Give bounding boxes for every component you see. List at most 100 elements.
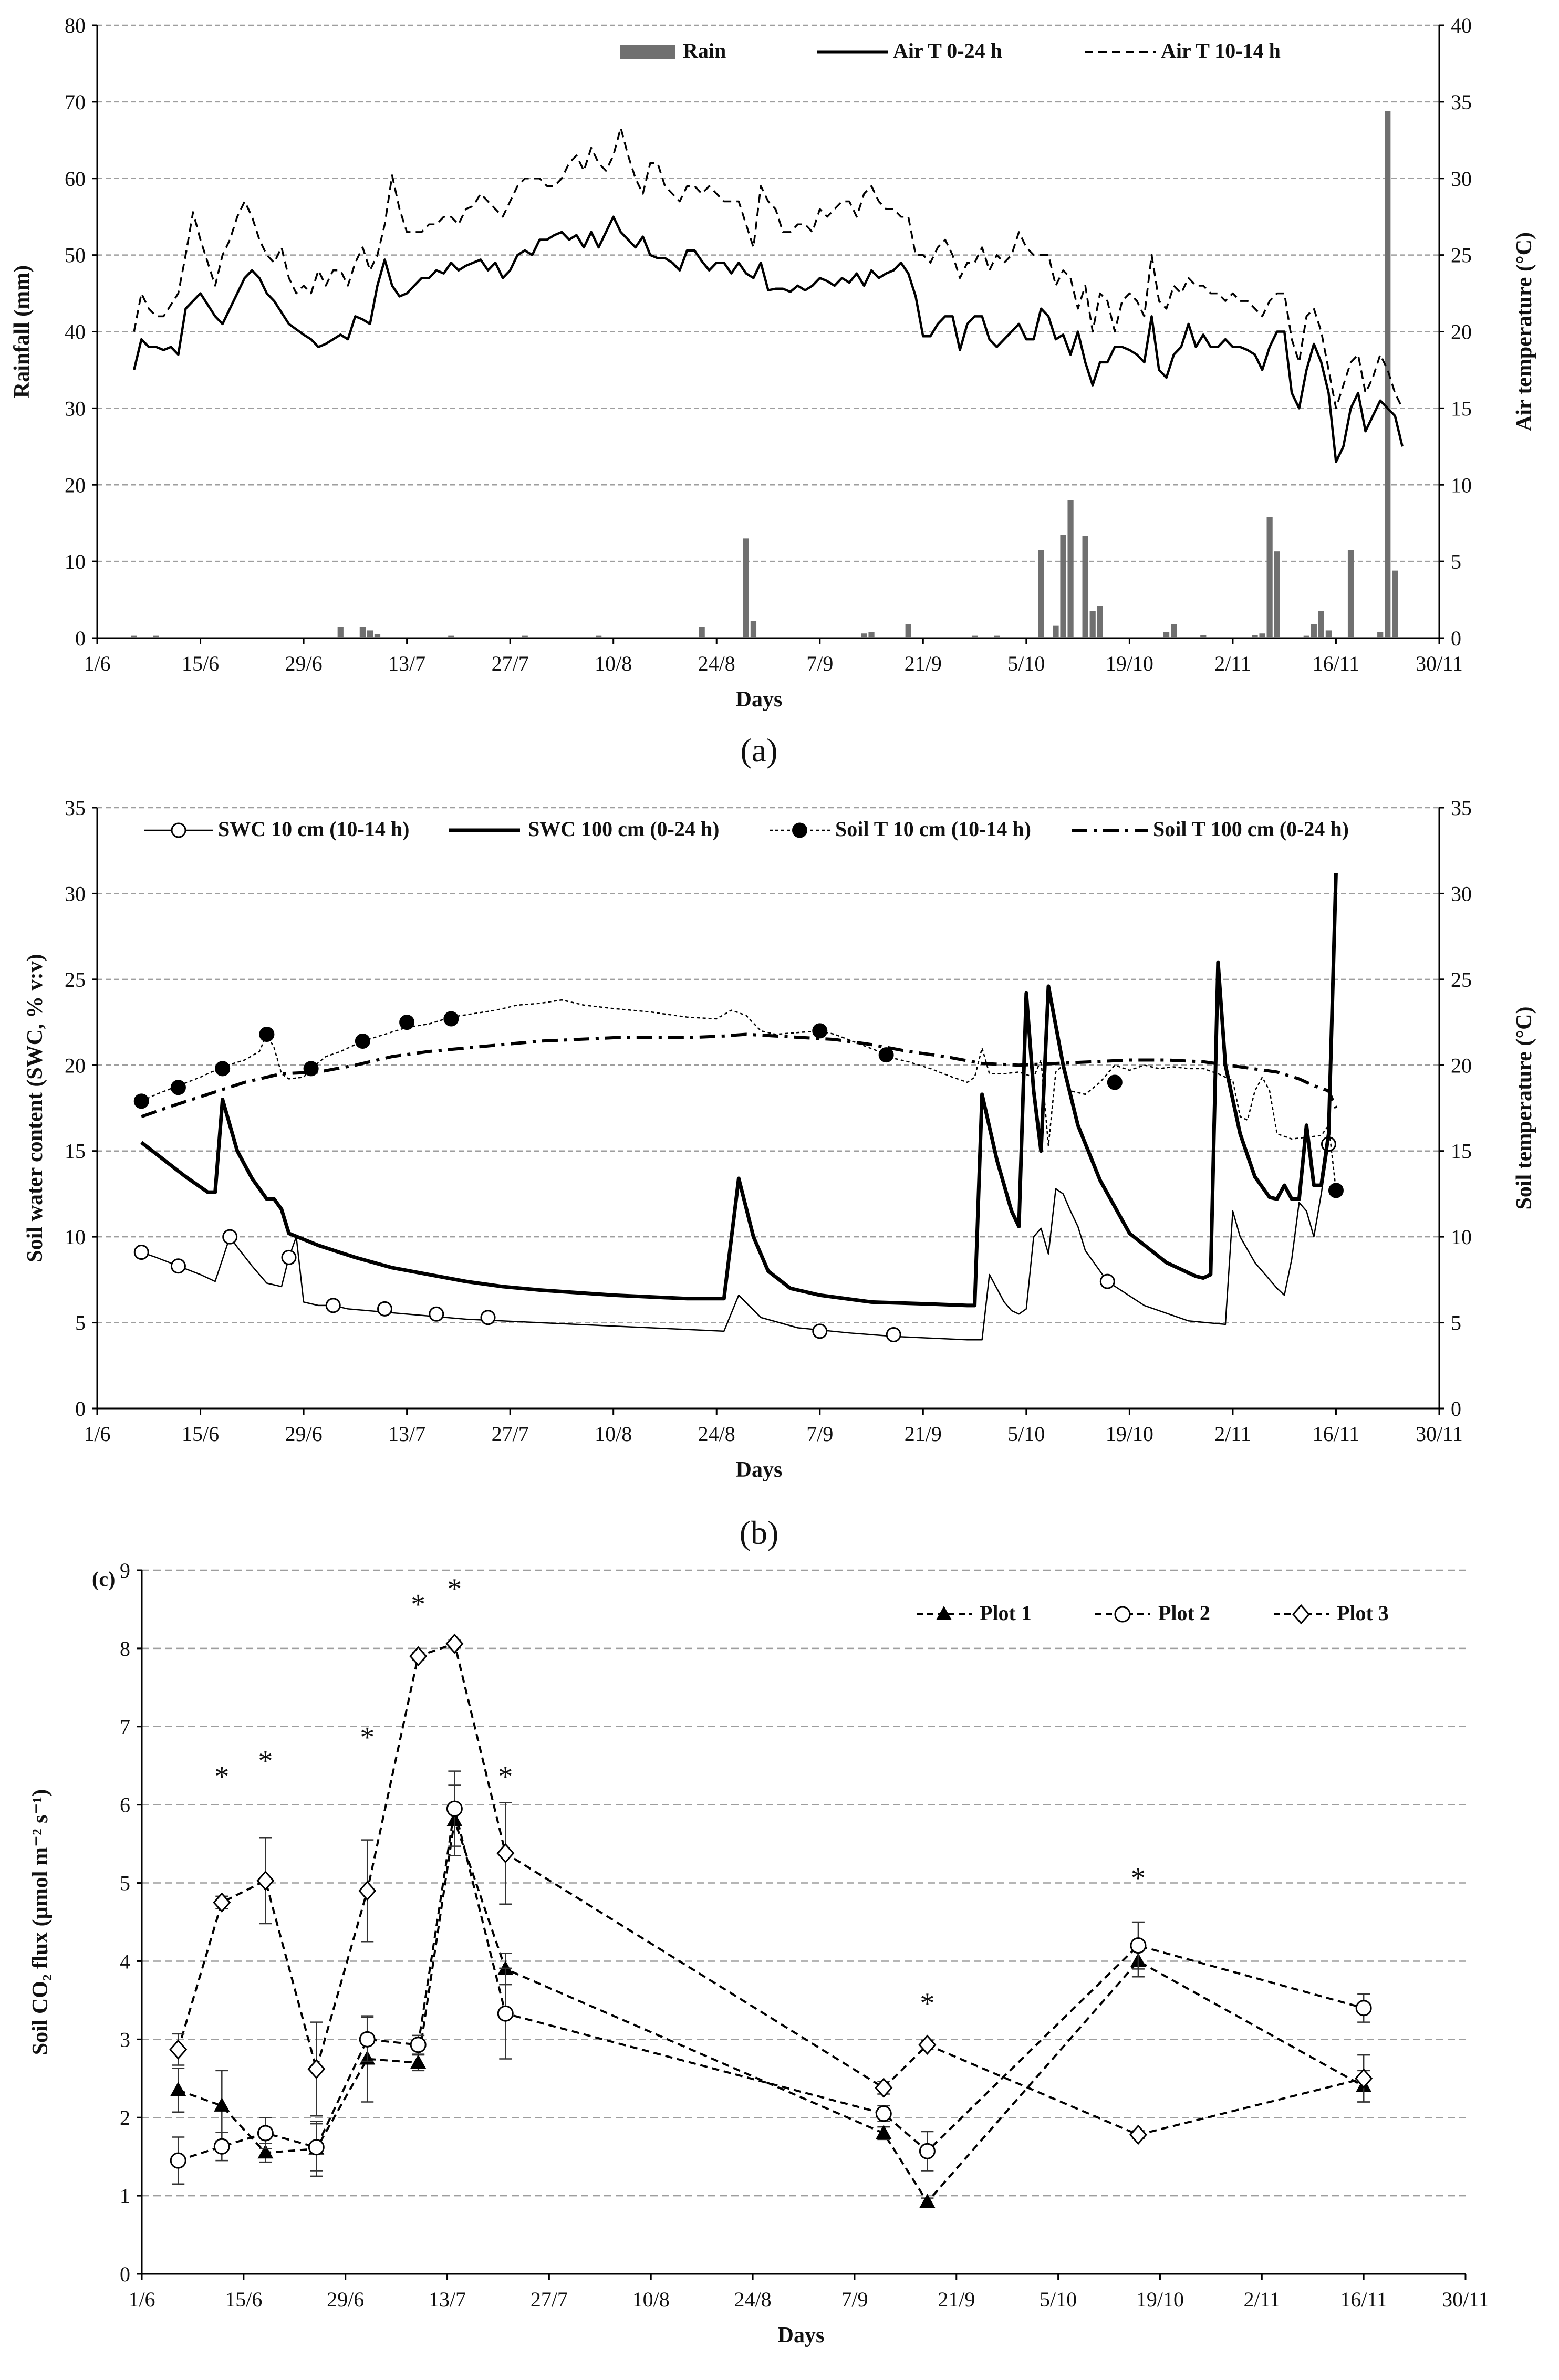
x-tick-label: 19/10 bbox=[1106, 652, 1153, 675]
rain-bar bbox=[699, 627, 705, 638]
rain-bar bbox=[1163, 632, 1170, 638]
x-tick-label: 29/6 bbox=[285, 652, 323, 675]
data-point-triangle bbox=[170, 2082, 186, 2096]
series-line-thin-open bbox=[141, 1144, 1329, 1341]
rain-bar bbox=[1266, 517, 1273, 638]
y2-tick-label: 40 bbox=[1451, 14, 1472, 37]
significance-star: * bbox=[1131, 1862, 1146, 1895]
y2-tick-label: 25 bbox=[1451, 244, 1472, 267]
y-tick-label: 7 bbox=[120, 1715, 130, 1739]
rain-bar bbox=[1318, 611, 1324, 638]
data-point-triangle bbox=[919, 2194, 936, 2208]
soil-temp-marker bbox=[1107, 1074, 1123, 1090]
x-tick-label: 10/8 bbox=[595, 652, 632, 675]
y-tick-label: 80 bbox=[65, 14, 86, 37]
rain-bar bbox=[1252, 635, 1258, 638]
data-point-diamond bbox=[256, 1870, 275, 1891]
legend-marker bbox=[792, 822, 807, 838]
legend-label: Air T 10-14 h bbox=[1161, 39, 1281, 62]
x-tick-label: 7/9 bbox=[806, 1422, 833, 1446]
y-tick-label: 70 bbox=[65, 90, 86, 114]
x-tick-label: 30/11 bbox=[1416, 652, 1463, 675]
data-point-circle bbox=[497, 2005, 514, 2022]
rain-bar bbox=[868, 632, 875, 638]
x-tick-label: 27/7 bbox=[531, 2288, 568, 2311]
x-tick-label: 1/6 bbox=[84, 652, 110, 675]
data-point-circle bbox=[308, 2139, 325, 2156]
y2-tick-label: 30 bbox=[1451, 167, 1472, 191]
y-tick-label: 40 bbox=[65, 320, 86, 344]
rain-bar bbox=[1274, 551, 1280, 638]
rain-bar bbox=[1171, 624, 1177, 638]
x-tick-label: 15/6 bbox=[182, 652, 219, 675]
x-tick-label: 16/11 bbox=[1313, 1422, 1360, 1446]
x-tick-label: 13/7 bbox=[429, 2288, 466, 2311]
y2-tick-label: 20 bbox=[1451, 320, 1472, 344]
swc-marker bbox=[812, 1323, 828, 1339]
rain-bar bbox=[1303, 635, 1309, 638]
rain-bar bbox=[1053, 625, 1059, 638]
rain-bar bbox=[743, 538, 749, 638]
data-point-diamond bbox=[358, 1881, 377, 1901]
soil-temp-marker bbox=[133, 1093, 149, 1109]
swc-marker bbox=[886, 1327, 901, 1342]
y2-tick-label: 35 bbox=[1451, 90, 1472, 114]
panel-label: (b) bbox=[740, 1514, 779, 1551]
legend-label: Soil T 10 cm (10-14 h) bbox=[835, 817, 1031, 841]
x-tick-label: 30/11 bbox=[1416, 1422, 1463, 1446]
y2-tick-label: 10 bbox=[1451, 1225, 1472, 1249]
rain-bar bbox=[1200, 635, 1207, 638]
rain-bar bbox=[1347, 550, 1354, 638]
y-tick-label: 0 bbox=[120, 2262, 130, 2286]
x-tick-label: 2/11 bbox=[1214, 1422, 1251, 1446]
rain-bar bbox=[448, 635, 454, 638]
data-point-circle bbox=[170, 2152, 186, 2169]
rain-bar bbox=[1392, 570, 1398, 638]
y2-tick-label: 5 bbox=[1451, 550, 1461, 573]
significance-star: * bbox=[447, 1573, 462, 1605]
legend-label: Plot 3 bbox=[1337, 1601, 1389, 1625]
rain-bar bbox=[1067, 500, 1074, 638]
data-point-triangle bbox=[410, 2054, 427, 2069]
swc-marker bbox=[480, 1310, 496, 1325]
y2-axis-title: Air temperature (°C) bbox=[1512, 232, 1536, 431]
swc-marker bbox=[377, 1301, 392, 1317]
data-point-diamond bbox=[169, 2039, 188, 2060]
rain-bar bbox=[596, 635, 602, 638]
y-tick-label: 20 bbox=[65, 473, 86, 497]
x-tick-label: 29/6 bbox=[327, 2288, 364, 2311]
y-tick-label: 3 bbox=[120, 2028, 130, 2051]
x-tick-label: 24/8 bbox=[734, 2288, 772, 2311]
y2-tick-label: 10 bbox=[1451, 473, 1472, 497]
data-point-diamond bbox=[875, 2078, 893, 2098]
data-point-diamond bbox=[213, 1892, 231, 1913]
significance-star: * bbox=[411, 1589, 425, 1621]
data-point-diamond bbox=[307, 2059, 326, 2080]
x-tick-label: 27/7 bbox=[492, 652, 529, 675]
significance-star: * bbox=[214, 1760, 229, 1793]
x-tick-label: 13/7 bbox=[388, 652, 425, 675]
series-line-dashdot bbox=[141, 1032, 1338, 1119]
panel-label: (a) bbox=[740, 732, 777, 769]
air-temp-daily-line bbox=[133, 215, 1404, 463]
legend-label: Plot 1 bbox=[980, 1601, 1032, 1625]
series-line-diamond bbox=[177, 1642, 1364, 2136]
series-line-dotted-filled bbox=[141, 999, 1337, 1191]
x-tick-label: 27/7 bbox=[492, 1422, 529, 1446]
y-tick-label: 15 bbox=[65, 1140, 86, 1163]
series-line-triangle bbox=[178, 1820, 1365, 2204]
panel-label: (c) bbox=[92, 1567, 115, 1591]
x-axis-title: Days bbox=[778, 2323, 825, 2347]
x-tick-label: 5/10 bbox=[1007, 652, 1045, 675]
y-tick-label: 6 bbox=[120, 1793, 130, 1817]
y2-tick-label: 25 bbox=[1451, 968, 1472, 991]
y2-tick-label: 5 bbox=[1451, 1311, 1461, 1335]
y2-tick-label: 0 bbox=[1451, 627, 1461, 650]
y2-tick-label: 15 bbox=[1451, 396, 1472, 420]
rain-bar bbox=[337, 627, 344, 638]
y2-axis-title: Soil temperature (°C) bbox=[1512, 1007, 1536, 1210]
x-tick-label: 21/9 bbox=[938, 2288, 975, 2311]
x-tick-label: 2/11 bbox=[1243, 2288, 1280, 2311]
y-tick-label: 5 bbox=[75, 1311, 86, 1335]
